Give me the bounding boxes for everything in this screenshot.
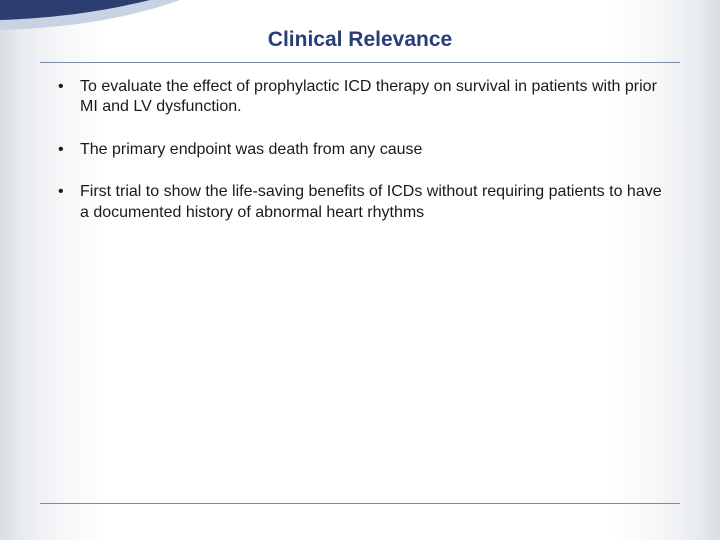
title-underline <box>40 62 680 63</box>
bullet-item: First trial to show the life-saving bene… <box>58 182 670 223</box>
bullet-list: To evaluate the effect of prophylactic I… <box>40 77 680 223</box>
slide-title: Clinical Relevance <box>40 28 680 52</box>
footer-underline <box>40 503 680 504</box>
slide-body: Clinical Relevance To evaluate the effec… <box>0 0 720 223</box>
bullet-item: To evaluate the effect of prophylactic I… <box>58 77 670 118</box>
bullet-item: The primary endpoint was death from any … <box>58 140 670 160</box>
